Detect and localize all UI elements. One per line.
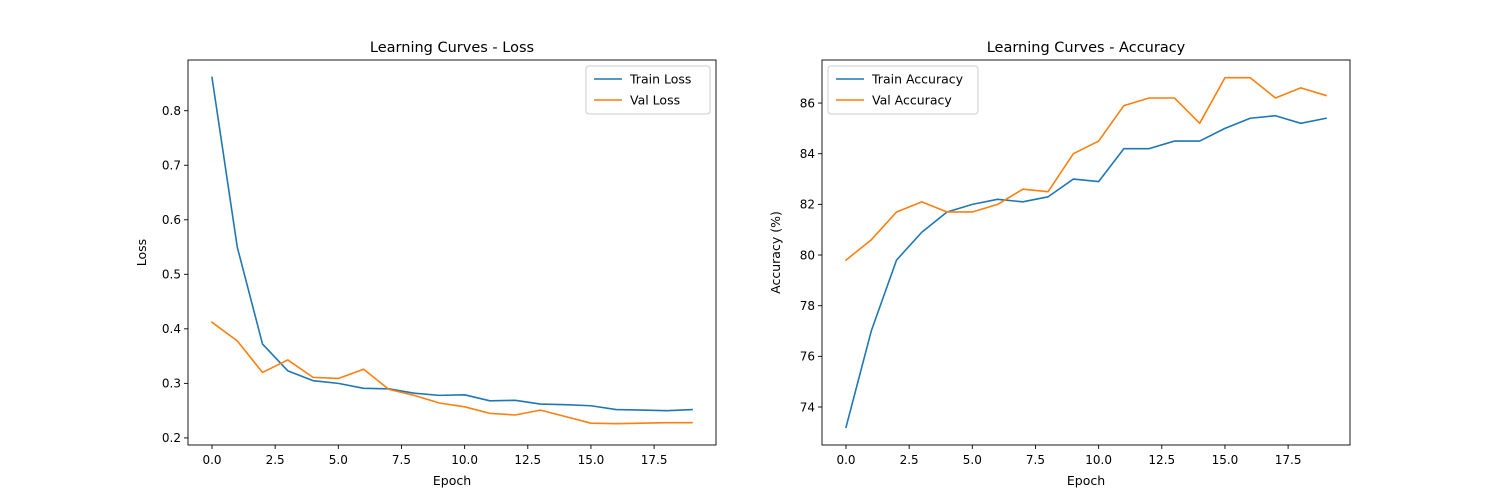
series-line-train-loss <box>211 76 693 412</box>
x-tick-label: 2.5 <box>266 453 285 467</box>
x-tick-label: 12.5 <box>514 453 541 467</box>
y-tick-label: 0.7 <box>162 159 181 173</box>
x-tick-label: 2.5 <box>900 453 919 467</box>
chart-title: Learning Curves - Loss <box>370 40 534 56</box>
x-tick-label: 0.0 <box>836 453 855 467</box>
x-tick-label: 7.5 <box>392 453 411 467</box>
y-tick-label: 0.6 <box>162 213 181 227</box>
legend-box <box>585 65 711 115</box>
legend-entry: Train Loss <box>629 72 691 87</box>
series-line-val-accuracy <box>844 76 1327 262</box>
x-tick-label: 17.5 <box>1275 453 1302 467</box>
x-tick-label: 12.5 <box>1148 453 1175 467</box>
series-line-train-accuracy <box>845 114 1327 429</box>
legend-entry: Val Loss <box>630 93 680 108</box>
y-tick-label: 74 <box>800 400 815 414</box>
y-axis-label: Loss <box>134 239 149 266</box>
y-tick-label: 0.4 <box>162 322 181 336</box>
legend-box <box>827 65 979 115</box>
y-tick-label: 76 <box>800 350 815 364</box>
chart-title: Learning Curves - Accuracy <box>987 40 1186 56</box>
y-tick-label: 82 <box>800 198 815 212</box>
legend-entry: Train Accuracy <box>871 72 964 87</box>
y-tick-label: 84 <box>800 147 815 161</box>
x-tick-label: 15.0 <box>1212 453 1239 467</box>
x-axis-label: Epoch <box>433 473 471 488</box>
legend: Train Loss Val Loss <box>585 65 711 115</box>
x-tick-label: 15.0 <box>578 453 605 467</box>
y-tick-label: 0.3 <box>162 377 181 391</box>
plot-frame <box>187 59 717 446</box>
x-tick-label: 5.0 <box>963 453 982 467</box>
x-tick-label: 0.0 <box>202 453 221 467</box>
x-tick-label: 5.0 <box>329 453 348 467</box>
x-tick-label: 10.0 <box>1085 453 1112 467</box>
y-tick-label: 86 <box>800 96 815 110</box>
y-tick-label: 80 <box>800 248 815 262</box>
y-tick-label: 0.5 <box>162 268 181 282</box>
x-tick-label: 7.5 <box>1026 453 1045 467</box>
y-tick-label: 0.8 <box>162 104 181 118</box>
chart-loss: 0.0 2.5 5.0 7.5 10.0 12.5 15.0 17.5 0.2 0.3 0.4 0.5… <box>134 40 717 488</box>
plot-frame <box>821 59 1351 446</box>
x-tick-label: 10.0 <box>451 453 478 467</box>
legend-entry: Val Accuracy <box>872 93 952 108</box>
y-axis-label: Accuracy (%) <box>768 211 783 294</box>
y-tick-label: 0.2 <box>162 431 181 445</box>
x-axis-label: Epoch <box>1067 473 1105 488</box>
legend: Train Accuracy Val Accuracy <box>827 65 979 115</box>
chart-accuracy: 0.0 2.5 5.0 7.5 10.0 12.5 15.0 17.5 74 76 78 80 82 84… <box>768 40 1351 488</box>
series-line-val-loss <box>210 321 693 425</box>
y-tick-label: 78 <box>800 299 815 313</box>
x-tick-label: 17.5 <box>641 453 668 467</box>
